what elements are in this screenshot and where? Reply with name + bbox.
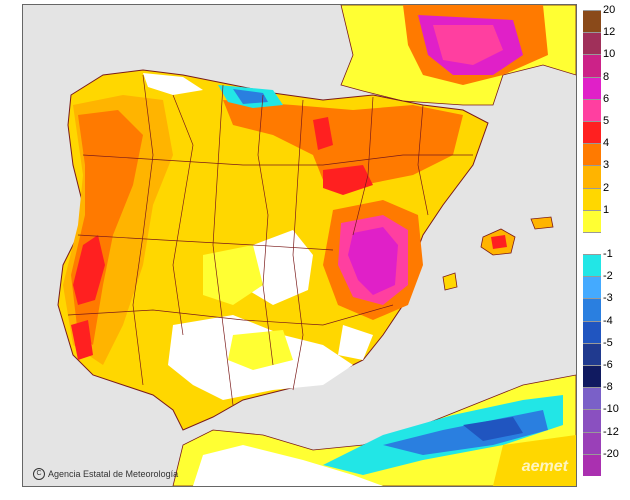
legend-tick-label: 10 [603,48,616,61]
agency-credit: C Agencia Estatal de Meteorología [33,468,178,480]
cold-north-coast [233,89,268,104]
africa-white [193,445,383,486]
yellow-south [228,330,293,370]
legend-tick-label: 5 [603,114,610,127]
legend-swatch [583,453,601,476]
legend-swatch [583,342,601,366]
legend-swatch [583,409,601,432]
aemet-watermark: aemet [521,458,568,475]
legend-swatch [583,209,601,232]
hot-ebro [323,165,373,195]
legend-swatch [583,298,601,321]
africa-yellow-east [493,435,576,486]
legend-swatch [583,187,601,210]
legend-tick-label: -5 [603,336,613,349]
legend-tick-label: -12 [603,425,619,438]
france-pink-area [433,25,503,65]
legend-labels: 20 12 10 8 6 5 4 3 2 1 -1 -2 -3 -4 -5 -6 -8 -10 -12 -20 [603,0,630,500]
hot-north-east [313,117,333,150]
legend-swatch [583,10,601,33]
legend-tick-label: -4 [603,314,613,327]
map-canvas [23,5,576,486]
legend-swatch [583,387,601,410]
legend-tick-label: -1 [603,248,613,261]
legend-swatch [583,365,601,388]
legend-swatch [583,143,601,166]
legend-tick-label: -2 [603,270,613,283]
legend-swatch [583,431,601,454]
legend-swatch [583,120,601,144]
legend-swatch [583,54,601,77]
color-legend [583,10,601,476]
anomaly-map: C Agencia Estatal de Meteorología aemet [22,4,577,487]
legend-swatch [583,320,601,343]
legend-tick-label: 20 [603,4,616,16]
legend-swatch [583,98,601,121]
africa-colder [463,417,523,441]
legend-tick-label: -10 [603,403,619,416]
legend-tick-label: 2 [603,181,610,194]
copyright-icon: C [33,468,45,480]
legend-swatch [583,165,601,188]
ibiza [442,272,458,291]
legend-tick-label: 8 [603,70,610,83]
agency-credit-text: Agencia Estatal de Meteorología [48,469,179,479]
red-southwest [71,320,93,360]
legend-tick-label: -6 [603,359,613,372]
legend-swatch [583,32,601,55]
mallorca-hot [491,235,507,249]
legend-swatch [583,254,601,277]
valencia-magenta [348,227,398,295]
legend-swatch [583,76,601,99]
red-west [73,235,105,305]
warm-north [223,100,463,185]
legend-swatch [583,231,601,255]
legend-tick-label: -20 [603,447,619,460]
legend-swatch [583,276,601,299]
legend-tick-label: 4 [603,137,610,150]
yellow-center [203,245,263,305]
menorca [530,216,554,230]
legend-tick-label: -3 [603,292,613,305]
white-southeast [338,325,373,360]
legend-tick-label: 1 [603,203,610,216]
white-north-coast [143,73,203,95]
legend-tick-label: 12 [603,26,616,39]
legend-tick-label: -8 [603,381,613,394]
region-borders [67,74,473,406]
legend-tick-label: 6 [603,92,610,105]
legend-tick-label: 3 [603,159,610,172]
